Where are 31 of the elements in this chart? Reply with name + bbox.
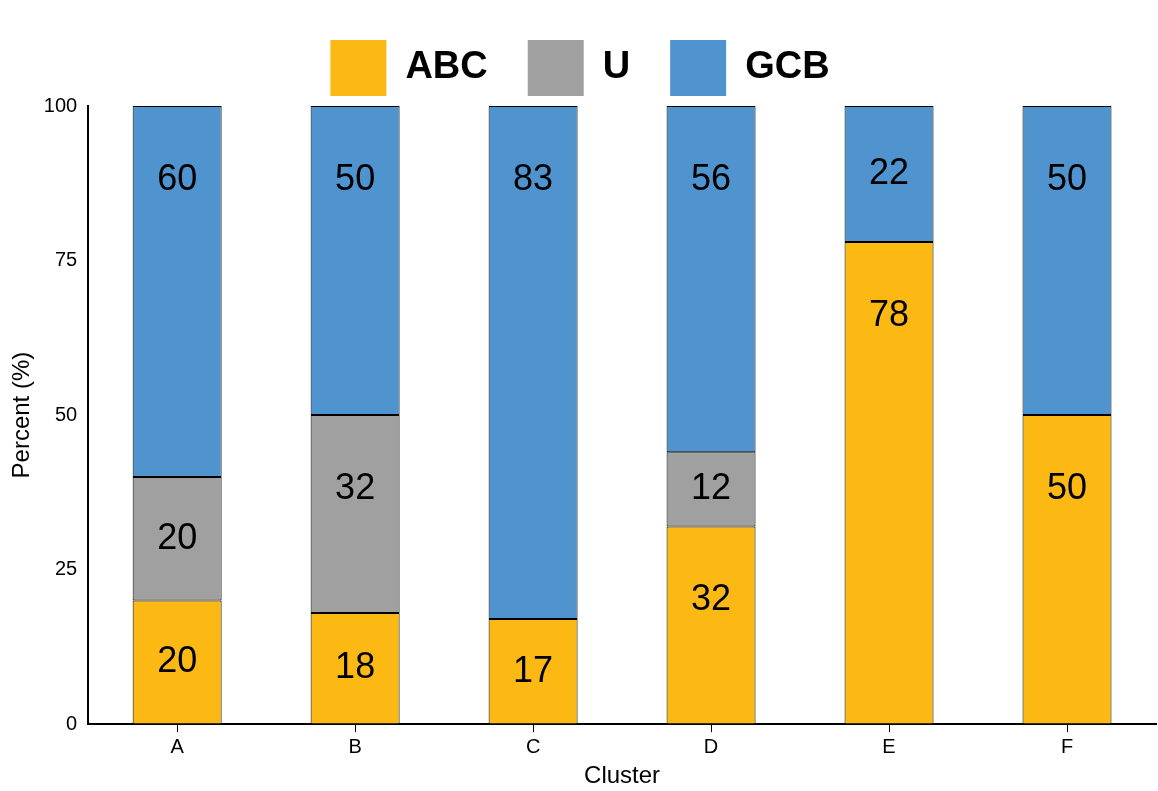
data-label: 78: [869, 293, 910, 335]
legend-label: ABC: [405, 44, 488, 87]
legend-label: U: [602, 44, 631, 87]
legend-label: GCB: [745, 44, 830, 87]
x-tick-label: C: [525, 734, 541, 757]
x-tick-label: E: [882, 734, 896, 757]
data-label: 50: [1046, 466, 1088, 508]
y-tick-label: 75: [54, 248, 78, 271]
data-label: 32: [335, 466, 376, 508]
y-axis-title: Percent (%): [7, 351, 35, 479]
data-label: 18: [335, 645, 376, 687]
data-label: 50: [1046, 157, 1088, 199]
x-axis-title: Cluster: [584, 761, 661, 789]
x-tick-label: A: [170, 734, 185, 757]
data-label: 60: [157, 157, 198, 199]
y-tick-label: 100: [43, 93, 78, 116]
x-tick-label: F: [1060, 734, 1074, 757]
x-tick-label: B: [348, 734, 362, 757]
data-label: 20: [157, 515, 198, 557]
data-label: 12: [691, 466, 732, 508]
y-tick-label: 0: [66, 711, 78, 734]
y-tick-label: 50: [54, 402, 78, 425]
data-label: 20: [157, 639, 198, 681]
y-tick-label: 25: [54, 557, 78, 580]
x-tick-label: D: [703, 734, 719, 757]
data-label: 50: [335, 157, 376, 199]
data-label: 56: [691, 157, 732, 199]
data-label: 22: [869, 150, 910, 192]
data-label: 32: [691, 577, 732, 619]
data-label: 83: [513, 157, 554, 199]
data-label: 17: [513, 648, 554, 690]
